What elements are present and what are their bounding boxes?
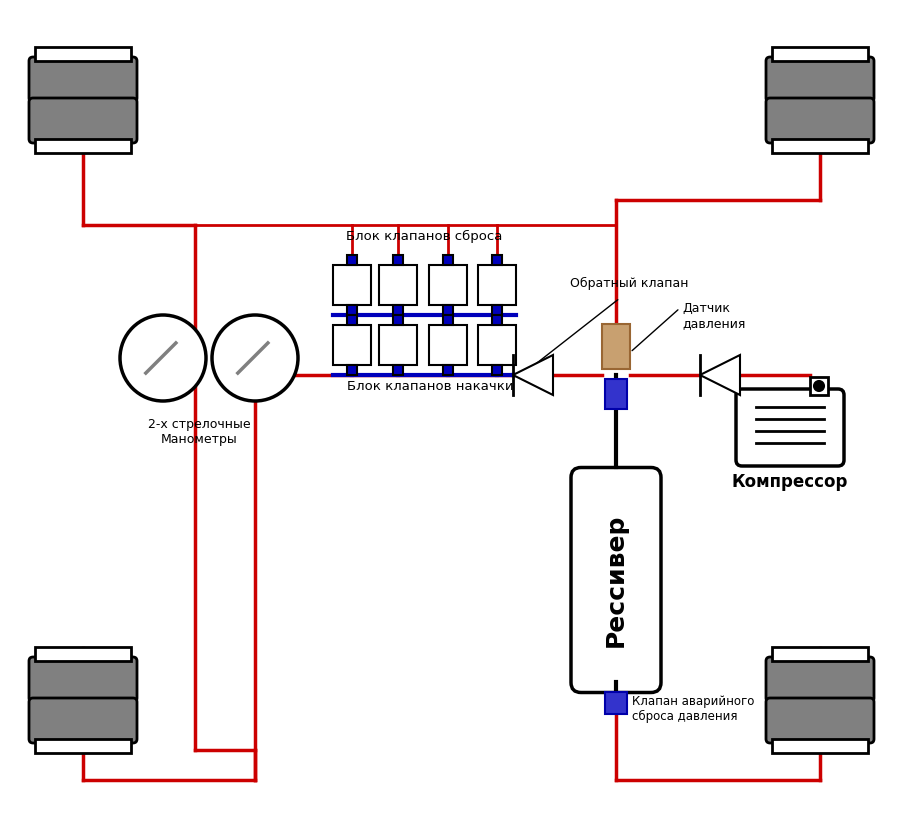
Circle shape: [813, 381, 824, 391]
Polygon shape: [699, 355, 740, 395]
Text: Блок клапанов сброса: Блок клапанов сброса: [345, 230, 501, 243]
FancyBboxPatch shape: [765, 657, 873, 702]
Bar: [347, 255, 357, 265]
Bar: [491, 305, 501, 315]
FancyBboxPatch shape: [765, 98, 873, 143]
Bar: [601, 324, 629, 369]
Text: Блок клапанов накачки: Блок клапанов накачки: [347, 380, 513, 393]
Bar: [491, 365, 501, 375]
Text: Обратный клапан: Обратный клапан: [570, 277, 688, 290]
Bar: [442, 255, 452, 265]
Text: Клапан аварийного
сброса давления: Клапан аварийного сброса давления: [631, 695, 753, 723]
Text: Рессивер: Рессивер: [603, 513, 628, 647]
Bar: [393, 305, 403, 315]
Bar: [491, 255, 501, 265]
Bar: [378, 325, 416, 365]
Bar: [809, 377, 827, 395]
FancyBboxPatch shape: [571, 468, 660, 692]
Bar: [604, 692, 627, 714]
Bar: [393, 255, 403, 265]
Bar: [35, 647, 131, 661]
Bar: [347, 315, 357, 325]
Bar: [378, 265, 416, 305]
Bar: [442, 305, 452, 315]
FancyBboxPatch shape: [29, 98, 137, 143]
FancyBboxPatch shape: [29, 57, 137, 102]
Bar: [771, 47, 867, 61]
Bar: [429, 265, 467, 305]
Bar: [393, 315, 403, 325]
Bar: [771, 139, 867, 153]
Bar: [429, 325, 467, 365]
FancyBboxPatch shape: [29, 657, 137, 702]
Text: Датчик
давления: Датчик давления: [681, 302, 745, 330]
Bar: [35, 139, 131, 153]
Bar: [771, 647, 867, 661]
Bar: [393, 365, 403, 375]
Bar: [347, 305, 357, 315]
Bar: [35, 739, 131, 753]
Bar: [332, 265, 370, 305]
Bar: [491, 315, 501, 325]
Text: Компрессор: Компрессор: [731, 473, 847, 491]
Bar: [604, 379, 627, 409]
Bar: [478, 325, 516, 365]
FancyBboxPatch shape: [29, 698, 137, 743]
Circle shape: [120, 315, 206, 401]
FancyBboxPatch shape: [765, 698, 873, 743]
Bar: [771, 739, 867, 753]
FancyBboxPatch shape: [765, 57, 873, 102]
Bar: [347, 365, 357, 375]
Bar: [332, 325, 370, 365]
FancyBboxPatch shape: [735, 389, 843, 466]
Bar: [35, 47, 131, 61]
Circle shape: [212, 315, 298, 401]
Text: 2-х стрелочные
Манометры: 2-х стрелочные Манометры: [147, 418, 250, 446]
Bar: [478, 265, 516, 305]
Polygon shape: [512, 355, 553, 395]
Bar: [442, 365, 452, 375]
Bar: [442, 315, 452, 325]
